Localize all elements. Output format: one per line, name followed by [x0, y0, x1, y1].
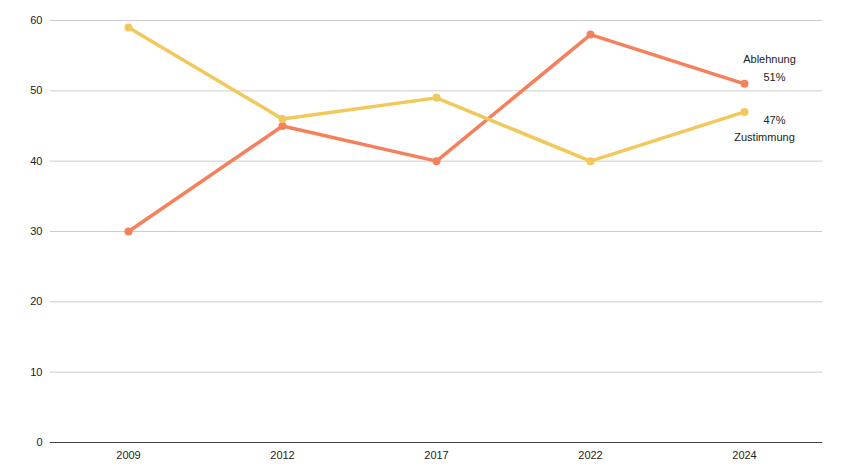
svg-text:2024: 2024 — [732, 449, 756, 461]
svg-text:0: 0 — [36, 436, 42, 448]
svg-text:60: 60 — [30, 14, 42, 26]
svg-text:50: 50 — [30, 84, 42, 96]
svg-text:40: 40 — [30, 155, 42, 167]
svg-text:2022: 2022 — [578, 449, 602, 461]
svg-text:20: 20 — [30, 295, 42, 307]
svg-text:Ablehnung: Ablehnung — [743, 53, 796, 65]
svg-text:10: 10 — [30, 366, 42, 378]
svg-text:51%: 51% — [763, 71, 785, 83]
svg-text:47%: 47% — [763, 114, 785, 126]
svg-text:2012: 2012 — [270, 449, 294, 461]
svg-text:2009: 2009 — [116, 449, 140, 461]
svg-text:Zustimmung: Zustimmung — [734, 131, 795, 143]
svg-text:30: 30 — [30, 225, 42, 237]
svg-text:2017: 2017 — [424, 449, 448, 461]
